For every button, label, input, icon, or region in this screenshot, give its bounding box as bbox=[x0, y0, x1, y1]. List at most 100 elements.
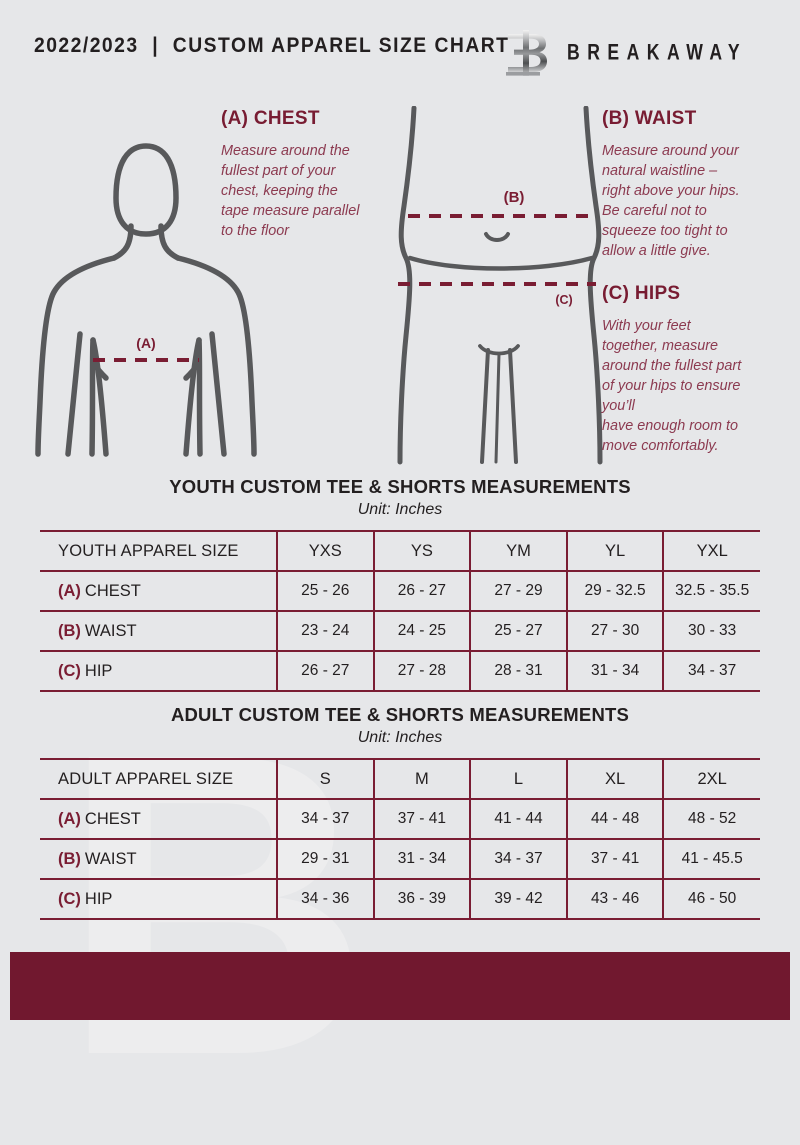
youth-cell-0-1: 26 - 27 bbox=[372, 570, 471, 612]
chest-measure-label: (A) bbox=[136, 335, 155, 351]
breakaway-b-monogram-icon bbox=[506, 30, 548, 76]
adult-cell-1-4: 41 - 45.5 bbox=[662, 838, 760, 880]
brand-block: BREAKAWAY bbox=[505, 28, 772, 78]
adult-section: ADULT CUSTOM TEE & SHORTS MEASUREMENTS U… bbox=[40, 704, 760, 920]
youth-size-table: YOUTH APPAREL SIZE YXS YS YM YL YXL (A) C… bbox=[40, 530, 760, 692]
adult-cell-2-3: 43 - 46 bbox=[565, 878, 664, 920]
row-tag: (B) bbox=[58, 849, 81, 868]
table-row: (C) HIP 26 - 27 27 - 28 28 - 31 31 - 34 3… bbox=[40, 650, 760, 692]
adult-table-body: (A) CHEST 34 - 37 37 - 41 41 - 44 44 - 48… bbox=[40, 798, 760, 920]
adult-size-table: ADULT APPAREL SIZE S M L XL 2XL (A) CHEST… bbox=[40, 758, 760, 920]
youth-size-col-4: YXL bbox=[662, 530, 760, 572]
adult-header-label: ADULT APPAREL SIZE bbox=[40, 758, 278, 800]
youth-cell-2-4: 34 - 37 bbox=[662, 650, 760, 692]
adult-cell-2-4: 46 - 50 bbox=[662, 878, 760, 920]
youth-cell-1-4: 30 - 33 bbox=[662, 610, 760, 652]
youth-table-head: YOUTH APPAREL SIZE YXS YS YM YL YXL bbox=[40, 530, 760, 572]
youth-cell-2-3: 31 - 34 bbox=[565, 650, 664, 692]
row-name: CHEST bbox=[84, 581, 141, 600]
footer-bar bbox=[10, 952, 790, 1020]
youth-cell-1-0: 23 - 24 bbox=[276, 610, 374, 652]
adult-header-row: ADULT APPAREL SIZE S M L XL 2XL bbox=[40, 758, 760, 800]
adult-table-head: ADULT APPAREL SIZE S M L XL 2XL bbox=[40, 758, 760, 800]
guide-chest-title: (A) CHEST bbox=[221, 108, 320, 129]
adult-cell-1-2: 34 - 37 bbox=[469, 838, 567, 880]
row-name: WAIST bbox=[84, 849, 137, 868]
youth-cell-1-1: 24 - 25 bbox=[372, 610, 471, 652]
brand-name: BREAKAWAY bbox=[567, 40, 748, 65]
adult-cell-2-0: 34 - 36 bbox=[276, 878, 374, 920]
youth-row-label-1: (B) WAIST bbox=[40, 610, 278, 652]
row-name: WAIST bbox=[84, 621, 137, 640]
youth-section: YOUTH CUSTOM TEE & SHORTS MEASUREMENTS U… bbox=[40, 476, 760, 692]
row-name: HIP bbox=[84, 661, 113, 680]
adult-cell-0-0: 34 - 37 bbox=[276, 798, 374, 840]
guide-hips-title: (C) HIPS bbox=[602, 283, 681, 304]
row-tag: (A) bbox=[58, 809, 81, 828]
youth-size-col-2: YM bbox=[469, 530, 567, 572]
youth-cell-0-0: 25 - 26 bbox=[276, 570, 374, 612]
youth-cell-1-2: 25 - 27 bbox=[469, 610, 567, 652]
adult-cell-0-2: 41 - 44 bbox=[469, 798, 567, 840]
adult-size-col-3: XL bbox=[565, 758, 664, 800]
guide-waist: (B) WAIST Measure around your natural wa… bbox=[602, 108, 787, 261]
youth-cell-2-1: 27 - 28 bbox=[372, 650, 471, 692]
row-tag: (B) bbox=[58, 621, 81, 640]
torso-outline-figure: (A) bbox=[35, 143, 257, 457]
table-row: (A) CHEST 25 - 26 26 - 27 27 - 29 29 - 32… bbox=[40, 570, 760, 612]
row-tag: (C) bbox=[58, 889, 81, 908]
youth-table-unit: Unit: Inches bbox=[357, 501, 443, 518]
youth-header-row: YOUTH APPAREL SIZE YXS YS YM YL YXL bbox=[40, 530, 760, 572]
adult-cell-0-4: 48 - 52 bbox=[662, 798, 760, 840]
adult-row-label-2: (C) HIP bbox=[40, 878, 278, 920]
table-row: (A) CHEST 34 - 37 37 - 41 41 - 44 44 - 48… bbox=[40, 798, 760, 840]
adult-table-unit: Unit: Inches bbox=[357, 729, 443, 746]
page-header: 2022/2023 | CUSTOM APPAREL SIZE CHART BR… bbox=[0, 30, 800, 80]
youth-header-label: YOUTH APPAREL SIZE bbox=[40, 530, 278, 572]
hip-measure-label: (C) bbox=[555, 293, 572, 307]
youth-row-label-0: (A) CHEST bbox=[40, 570, 278, 612]
adult-size-col-1: M bbox=[372, 758, 471, 800]
adult-cell-1-1: 31 - 34 bbox=[372, 838, 471, 880]
row-tag: (C) bbox=[58, 661, 81, 680]
youth-table-title: YOUTH CUSTOM TEE & SHORTS MEASUREMENTS bbox=[169, 476, 631, 497]
adult-cell-2-2: 39 - 42 bbox=[469, 878, 567, 920]
table-row: (B) WAIST 23 - 24 24 - 25 25 - 27 27 - 30… bbox=[40, 610, 760, 652]
youth-cell-0-4: 32.5 - 35.5 bbox=[662, 570, 760, 612]
guide-waist-title: (B) WAIST bbox=[602, 108, 697, 129]
measurement-diagrams: (A) (B) (C) bbox=[0, 100, 800, 470]
table-row: (B) WAIST 29 - 31 31 - 34 34 - 37 37 - 41… bbox=[40, 838, 760, 880]
guide-chest-body: Measure around the fullest part of your … bbox=[221, 143, 360, 239]
youth-table-body: (A) CHEST 25 - 26 26 - 27 27 - 29 29 - 32… bbox=[40, 570, 760, 692]
waist-measure-label: (B) bbox=[504, 189, 525, 206]
adult-cell-0-3: 44 - 48 bbox=[565, 798, 664, 840]
page-title: 2022/2023 | CUSTOM APPAREL SIZE CHART bbox=[34, 34, 510, 57]
youth-size-col-0: YXS bbox=[276, 530, 374, 572]
guide-chest: (A) CHEST Measure around the fullest par… bbox=[221, 108, 396, 241]
youth-size-col-1: YS bbox=[372, 530, 471, 572]
guide-hips-body: With your feet together, measure around … bbox=[602, 318, 742, 454]
youth-cell-0-2: 27 - 29 bbox=[469, 570, 567, 612]
row-tag: (A) bbox=[58, 581, 81, 600]
youth-cell-1-3: 27 - 30 bbox=[565, 610, 664, 652]
guide-waist-body: Measure around your natural waistline – … bbox=[602, 143, 740, 259]
adult-cell-1-0: 29 - 31 bbox=[276, 838, 374, 880]
adult-size-col-0: S bbox=[276, 758, 374, 800]
adult-cell-0-1: 37 - 41 bbox=[372, 798, 471, 840]
youth-size-col-3: YL bbox=[565, 530, 664, 572]
youth-cell-2-0: 26 - 27 bbox=[276, 650, 374, 692]
table-row: (C) HIP 34 - 36 36 - 39 39 - 42 43 - 46 4… bbox=[40, 878, 760, 920]
adult-cell-1-3: 37 - 41 bbox=[565, 838, 664, 880]
row-name: CHEST bbox=[84, 809, 141, 828]
row-name: HIP bbox=[84, 889, 113, 908]
youth-cell-0-3: 29 - 32.5 bbox=[565, 570, 664, 612]
hips-outline-figure: (B) (C) bbox=[397, 106, 603, 465]
adult-size-col-2: L bbox=[469, 758, 567, 800]
adult-row-label-1: (B) WAIST bbox=[40, 838, 278, 880]
guide-hips: (C) HIPS With your feet together, measur… bbox=[602, 283, 792, 456]
youth-row-label-2: (C) HIP bbox=[40, 650, 278, 692]
adult-table-title: ADULT CUSTOM TEE & SHORTS MEASUREMENTS bbox=[170, 704, 630, 725]
adult-size-col-4: 2XL bbox=[662, 758, 760, 800]
adult-row-label-0: (A) CHEST bbox=[40, 798, 278, 840]
adult-cell-2-1: 36 - 39 bbox=[372, 878, 471, 920]
